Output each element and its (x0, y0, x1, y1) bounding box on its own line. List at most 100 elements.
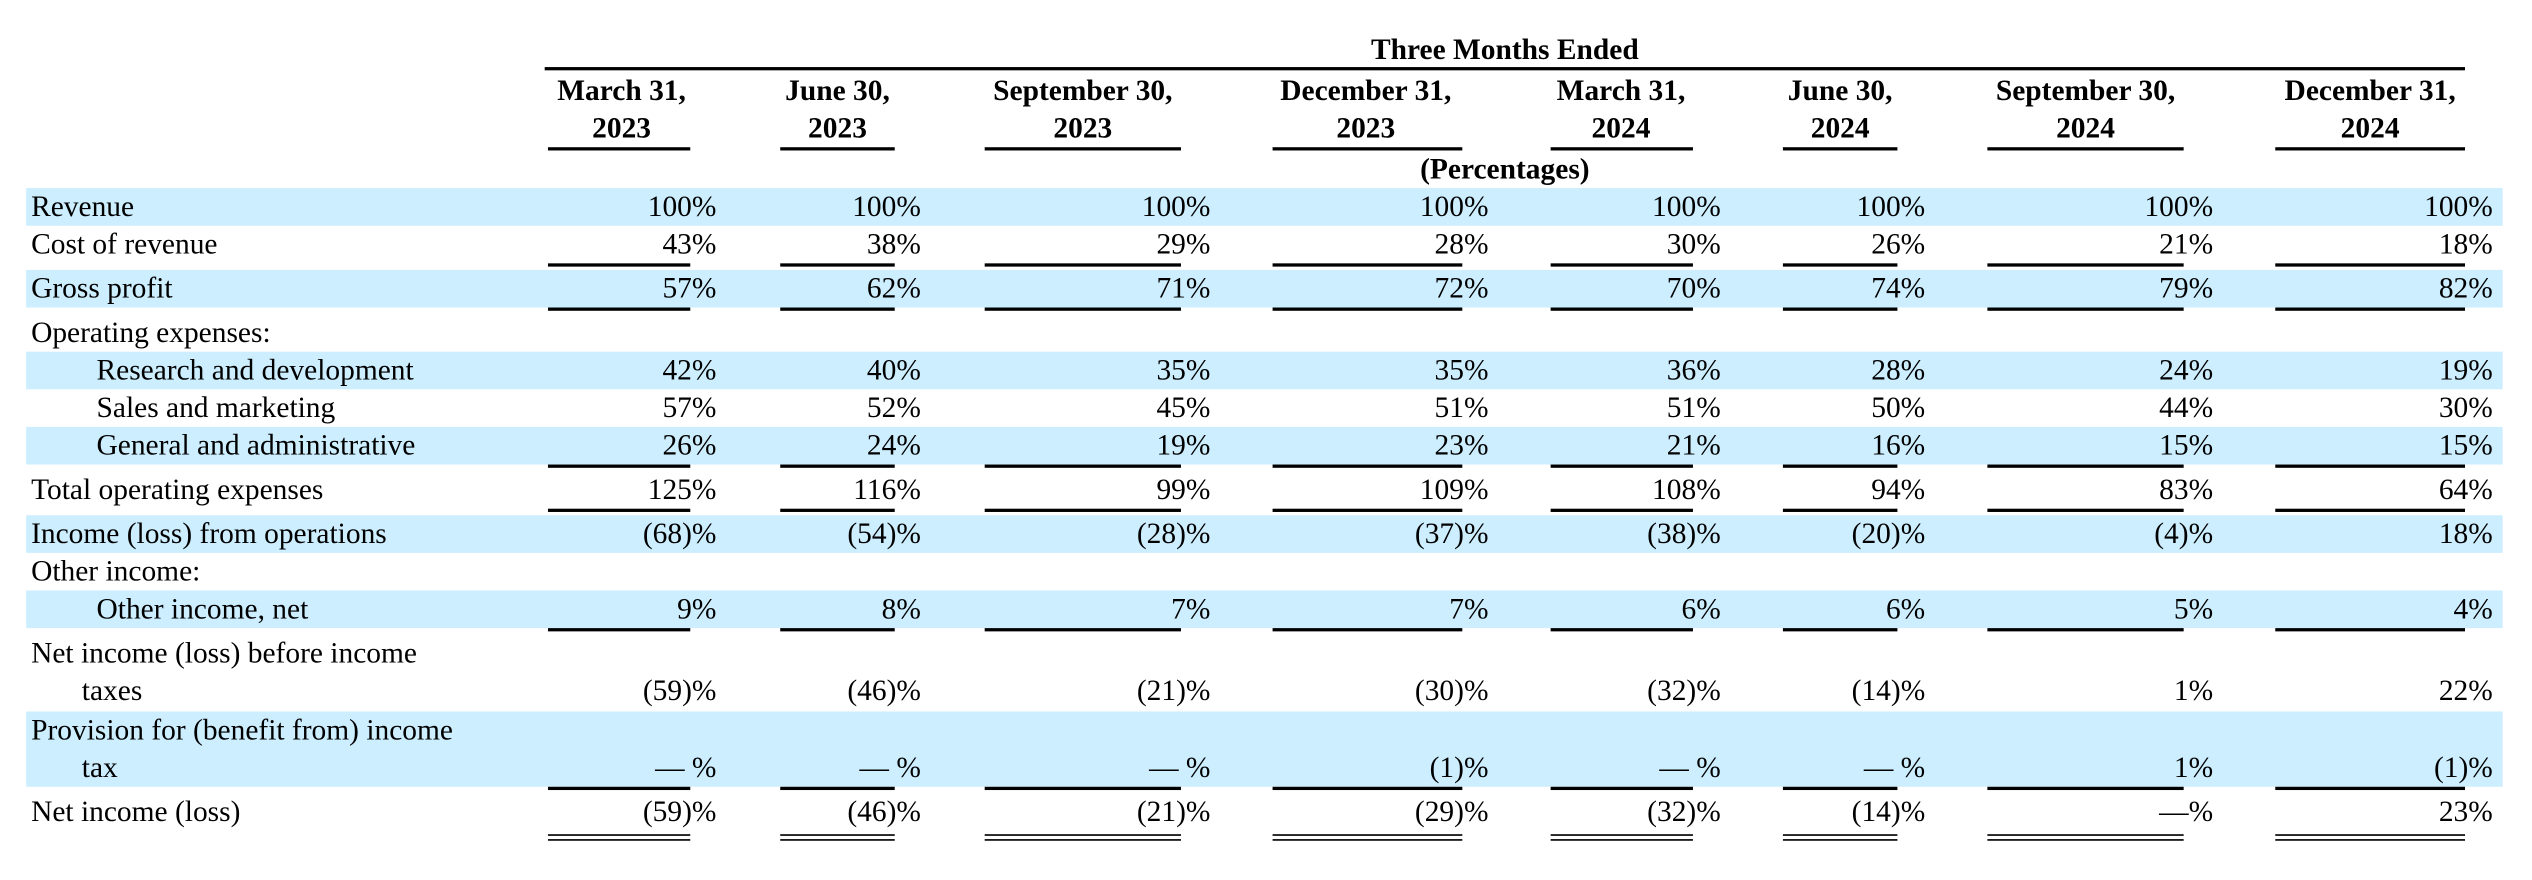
double-rule (984, 834, 1181, 841)
column-header-month: June 30, (785, 73, 890, 107)
table-cell: 108% (1652, 472, 1721, 506)
table-cell: (20)% (1851, 516, 1926, 550)
row-label-gross-profit: Gross profit (31, 271, 173, 305)
table-cell: — % (1863, 750, 1926, 784)
table-cell: 72% (1434, 271, 1489, 305)
row-label-line: tax (81, 750, 118, 784)
table-cell: 100% (1419, 189, 1489, 223)
total-rule (984, 464, 1181, 468)
table-cell: 29% (1156, 227, 1211, 261)
row-label-sales-and-marketing: Sales and marketing (96, 390, 336, 424)
double-rule (2275, 834, 2465, 841)
table-cell: (68)% (642, 516, 717, 550)
column-header-month: December 31, (1280, 73, 1452, 107)
total-rule (1782, 263, 1898, 267)
table-cell: (21)% (1136, 794, 1211, 828)
row-band-income-loss-from-operations (26, 515, 2503, 553)
double-rule (1782, 834, 1898, 841)
table-cell: 18% (2438, 516, 2493, 550)
column-header-dec-2024: December 31, 2024 (2264, 72, 2477, 147)
column-header-rule (2275, 147, 2465, 151)
table-cell: 16% (1871, 428, 1926, 462)
row-label-other-income: Other income: (31, 554, 201, 588)
total-rule (1272, 263, 1463, 267)
table-cell: 116% (853, 472, 921, 506)
total-rule (2275, 786, 2465, 791)
table-cell: 100% (2144, 189, 2214, 223)
total-rule (1550, 307, 1693, 311)
table-cell: (32)% (1647, 673, 1721, 707)
total-rule (547, 263, 691, 267)
group-title-rule (544, 67, 2465, 71)
table-cell: (14)% (1851, 794, 1926, 828)
table-cell: 1% (2173, 750, 2214, 784)
column-header-year: 2024 (2056, 111, 2115, 144)
column-header-jun-2023: June 30, 2023 (748, 72, 928, 147)
row-band-provision-for-income-tax (26, 711, 2503, 787)
table-cell: 19% (1156, 428, 1211, 462)
row-band-general-and-administrative (26, 426, 2503, 465)
column-header-sep-2024: September 30, 2024 (1971, 72, 2200, 147)
column-header-rule (1987, 147, 2184, 151)
row-label-net-income-before-taxes: Net income (loss) before income taxes (31, 635, 417, 710)
total-rule (984, 263, 1181, 267)
total-rule (2275, 628, 2465, 632)
row-label-income-loss-from-operations: Income (loss) from operations (31, 516, 387, 550)
total-rule (1782, 628, 1898, 632)
table-cell: — % (859, 750, 921, 784)
table-cell: 24% (2159, 353, 2214, 387)
table-cell: (30)% (1414, 673, 1489, 707)
table-cell: 57% (662, 390, 717, 424)
table-cell: 30% (1666, 227, 1721, 261)
total-rule (1272, 786, 1463, 791)
table-cell: 100% (1652, 189, 1721, 223)
total-rule (1782, 464, 1898, 468)
column-header-rule (1782, 147, 1898, 151)
table-cell: 26% (662, 428, 717, 462)
total-rule (1782, 307, 1898, 311)
table-cell: 23% (1434, 428, 1489, 462)
total-rule (2275, 464, 2465, 468)
column-header-dec-2023: December 31, 2023 (1259, 72, 1472, 147)
total-rule (984, 508, 1181, 512)
table-cell: 42% (662, 353, 717, 387)
total-rule (780, 307, 895, 311)
unit-label: (Percentages) (1420, 152, 1590, 185)
table-cell: 62% (866, 271, 921, 305)
total-rule (1987, 307, 2184, 311)
table-cell: 51% (1434, 390, 1489, 424)
total-rule (2275, 307, 2465, 311)
column-header-year: 2023 (808, 111, 867, 144)
table-cell: 19% (2438, 353, 2493, 387)
table-cell: (46)% (847, 673, 921, 707)
table-cell: 26% (1871, 227, 1926, 261)
table-cell: — % (655, 750, 717, 784)
table-cell: (28)% (1136, 516, 1211, 550)
table-cell: 43% (662, 227, 717, 261)
total-rule (780, 628, 895, 632)
total-rule (1550, 508, 1693, 512)
column-header-rule (984, 147, 1181, 151)
table-cell: (14)% (1851, 673, 1926, 707)
total-rule (1987, 508, 2184, 512)
table-cell: 30% (2438, 390, 2493, 424)
table-cell: (1)% (2433, 750, 2493, 784)
column-header-rule (780, 147, 895, 151)
table-cell: 71% (1156, 271, 1211, 305)
table-cell: 83% (2159, 472, 2214, 506)
total-rule (1550, 464, 1693, 468)
column-header-year: 2023 (1336, 111, 1396, 144)
table-cell: 21% (1666, 428, 1721, 462)
total-rule (1987, 786, 2184, 791)
table-cell: 6% (1681, 592, 1721, 625)
total-rule (1550, 786, 1693, 791)
total-rule (780, 263, 895, 267)
table-cell: 38% (866, 227, 921, 261)
table-cell: 109% (1419, 472, 1489, 506)
total-rule (984, 628, 1181, 632)
table-cell: 99% (1156, 472, 1211, 506)
table-cell: — % (1659, 750, 1721, 784)
column-header-year: 2023 (592, 111, 652, 144)
table-cell: 100% (2424, 189, 2493, 223)
